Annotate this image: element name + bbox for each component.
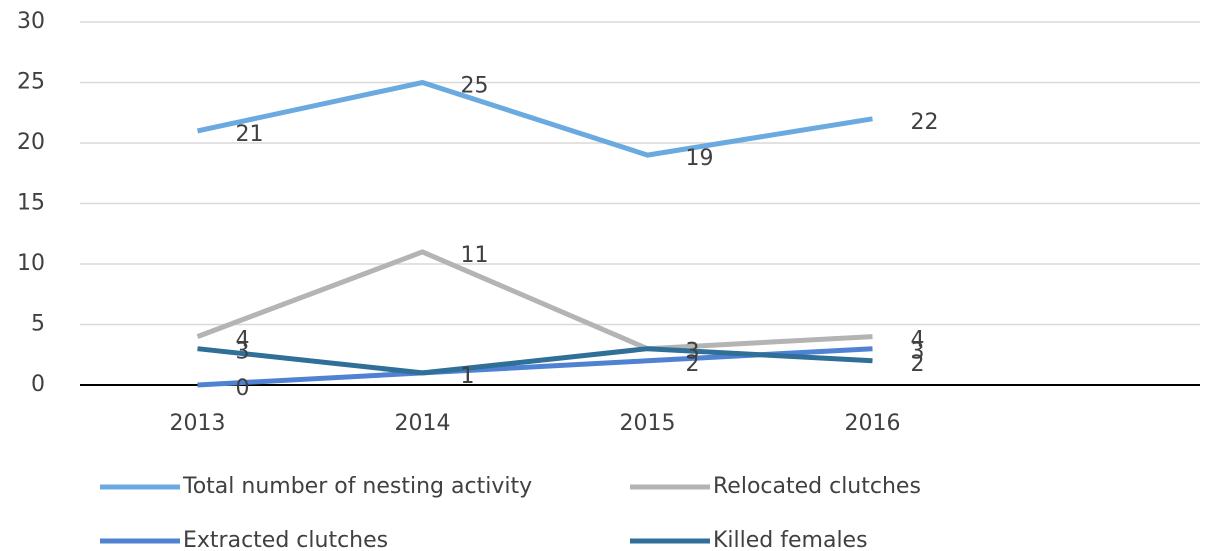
y-tick-label: 0 bbox=[31, 372, 45, 397]
data-label: 3 bbox=[236, 340, 250, 365]
data-label: 3 bbox=[686, 340, 700, 365]
data-label: 22 bbox=[911, 110, 939, 135]
y-tick-label: 15 bbox=[17, 191, 45, 216]
data-label: 4 bbox=[236, 328, 250, 353]
legend-label: Extracted clutches bbox=[183, 528, 388, 551]
data-label: 3 bbox=[911, 340, 925, 365]
x-tick-label: 2014 bbox=[395, 411, 451, 436]
data-label: 19 bbox=[686, 146, 714, 171]
series-line bbox=[196, 249, 873, 352]
y-tick-label: 5 bbox=[31, 312, 45, 337]
data-label: 1 bbox=[461, 364, 475, 389]
legend-label: Relocated clutches bbox=[713, 474, 921, 499]
series-line bbox=[197, 346, 873, 376]
y-tick-label: 10 bbox=[17, 251, 45, 276]
x-tick-label: 2016 bbox=[845, 411, 901, 436]
x-tick-label: 2015 bbox=[620, 411, 676, 436]
data-label: 11 bbox=[461, 243, 489, 268]
data-label: 2 bbox=[911, 352, 925, 377]
y-tick-label: 25 bbox=[17, 70, 45, 95]
y-tick-label: 20 bbox=[17, 130, 45, 155]
data-label: 2 bbox=[686, 352, 700, 377]
data-label: 0 bbox=[236, 376, 250, 401]
data-label: 1 bbox=[461, 364, 475, 389]
series-line bbox=[196, 80, 873, 158]
x-tick-label: 2013 bbox=[170, 411, 226, 436]
legend-label: Killed females bbox=[713, 528, 868, 551]
data-label: 3 bbox=[686, 340, 700, 365]
data-label: 21 bbox=[236, 122, 264, 147]
data-label: 25 bbox=[461, 74, 489, 99]
y-tick-label: 30 bbox=[17, 9, 45, 34]
legend-label: Total number of nesting activity bbox=[182, 474, 532, 499]
data-label: 4 bbox=[911, 328, 925, 353]
